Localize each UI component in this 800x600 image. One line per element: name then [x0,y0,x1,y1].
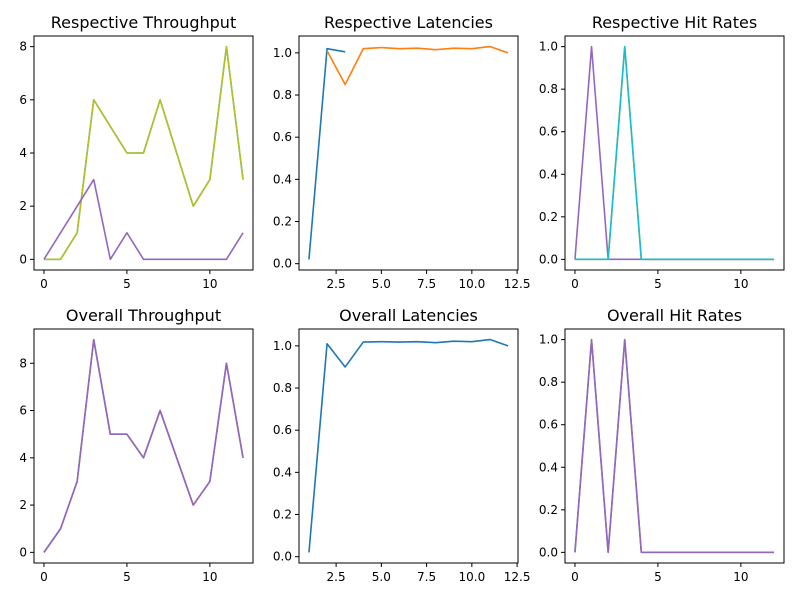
series-line-0 [574,338,775,554]
y-tick-label: 0.4 [273,172,292,186]
x-tick-label: 12.5 [504,277,531,291]
y-tick-label: 1.0 [273,339,292,353]
x-tick-label: 5 [654,570,662,584]
y-tick-label: 0.8 [273,88,292,102]
chart-respective-latencies: Respective Latencies 2.5 5.0 7.5 10.0 12.5 0.… [273,13,531,291]
y-tick-label: 0.2 [273,508,292,522]
y-tick-label: 1.0 [273,46,292,60]
chart-title: Overall Latencies [339,306,478,325]
series-line-1 [574,338,775,554]
y-tick-label: 0.8 [273,381,292,395]
y-tick-label: 8 [19,356,27,370]
y-tick-label: 4 [19,451,27,465]
chart-title: Overall Throughput [66,306,221,325]
x-tick-label: 10 [202,277,217,291]
chart-title: Respective Hit Rates [592,13,757,32]
series-line-1 [574,45,775,261]
chart-title: Respective Latencies [324,13,493,32]
y-tick-label: 0.6 [539,125,558,139]
chart-overall-throughput: Overall Throughput 0 5 10 0 2 4 6 8 [19,306,254,584]
y-tick-label: 2 [19,498,27,512]
x-tick-label: 5.0 [372,570,391,584]
y-tick-label: 2 [19,199,27,213]
x-tick-label: 12.5 [504,570,531,584]
x-tick-label: 5 [123,277,131,291]
series-line-2 [43,178,244,261]
x-tick-label: 5 [654,277,662,291]
x-tick-label: 0 [40,570,48,584]
y-tick-label: 0.2 [539,503,558,517]
plot-frame [298,328,519,564]
chart-respective-hit-rates: Respective Hit Rates 0 5 10 0.0 0.2 0.4 0.6 0.8… [539,13,785,291]
chart-title: Overall Hit Rates [607,306,742,325]
y-tick-label: 0.0 [273,257,292,271]
x-tick-label: 10.0 [458,277,485,291]
x-tick-label: 10 [202,570,217,584]
x-tick-label: 0 [571,277,579,291]
x-tick-label: 2.5 [327,570,346,584]
y-tick-label: 0.0 [273,550,292,564]
x-tick-label: 7.5 [417,277,436,291]
y-tick-label: 0 [19,545,27,559]
y-tick-label: 0.2 [273,215,292,229]
series-line-1 [43,45,244,261]
plot-frame [33,328,254,564]
series-line-0 [308,338,509,553]
y-tick-label: 0.8 [539,82,558,96]
y-tick-label: 0.0 [539,545,558,559]
plot-frame [564,328,785,564]
plot-frame [564,35,785,271]
y-tick-label: 0 [19,252,27,266]
x-tick-label: 10.0 [458,570,485,584]
y-tick-label: 0.0 [539,252,558,266]
y-tick-label: 1.0 [539,40,558,54]
chart-respective-throughput: Respective Throughput 0 5 10 0 2 4 6 8 [19,13,254,291]
x-tick-label: 0 [40,277,48,291]
series-line-0 [574,45,775,261]
y-tick-label: 8 [19,40,27,54]
series-line-1 [326,45,509,86]
chart-overall-latencies: Overall Latencies 2.5 5.0 7.5 10.0 12.5 0.0 0.… [273,306,531,584]
y-tick-label: 0.4 [539,167,558,181]
x-tick-label: 0 [571,570,579,584]
y-tick-label: 0.4 [273,465,292,479]
y-tick-label: 1.0 [539,333,558,347]
series-line-2 [574,45,775,261]
series-line-0 [43,338,244,553]
y-tick-label: 0.8 [539,375,558,389]
plot-frame [298,35,519,271]
chart-title: Respective Throughput [51,13,236,32]
y-tick-label: 0.6 [273,423,292,437]
series-line-1 [43,338,244,553]
y-tick-label: 0.6 [539,418,558,432]
y-tick-label: 0.4 [539,460,558,474]
series-line-0 [308,47,346,260]
chart-overall-hit-rates: Overall Hit Rates 0 5 10 0.0 0.2 0.4 0.6 0.8 1.0 [539,306,785,584]
x-tick-label: 7.5 [417,570,436,584]
x-tick-label: 5.0 [372,277,391,291]
y-tick-label: 6 [19,93,27,107]
y-tick-label: 0.2 [539,210,558,224]
y-tick-label: 0.6 [273,130,292,144]
x-tick-label: 5 [123,570,131,584]
y-tick-label: 4 [19,146,27,160]
x-tick-label: 10 [733,277,748,291]
x-tick-label: 10 [733,570,748,584]
x-tick-label: 2.5 [327,277,346,291]
y-tick-label: 6 [19,404,27,418]
